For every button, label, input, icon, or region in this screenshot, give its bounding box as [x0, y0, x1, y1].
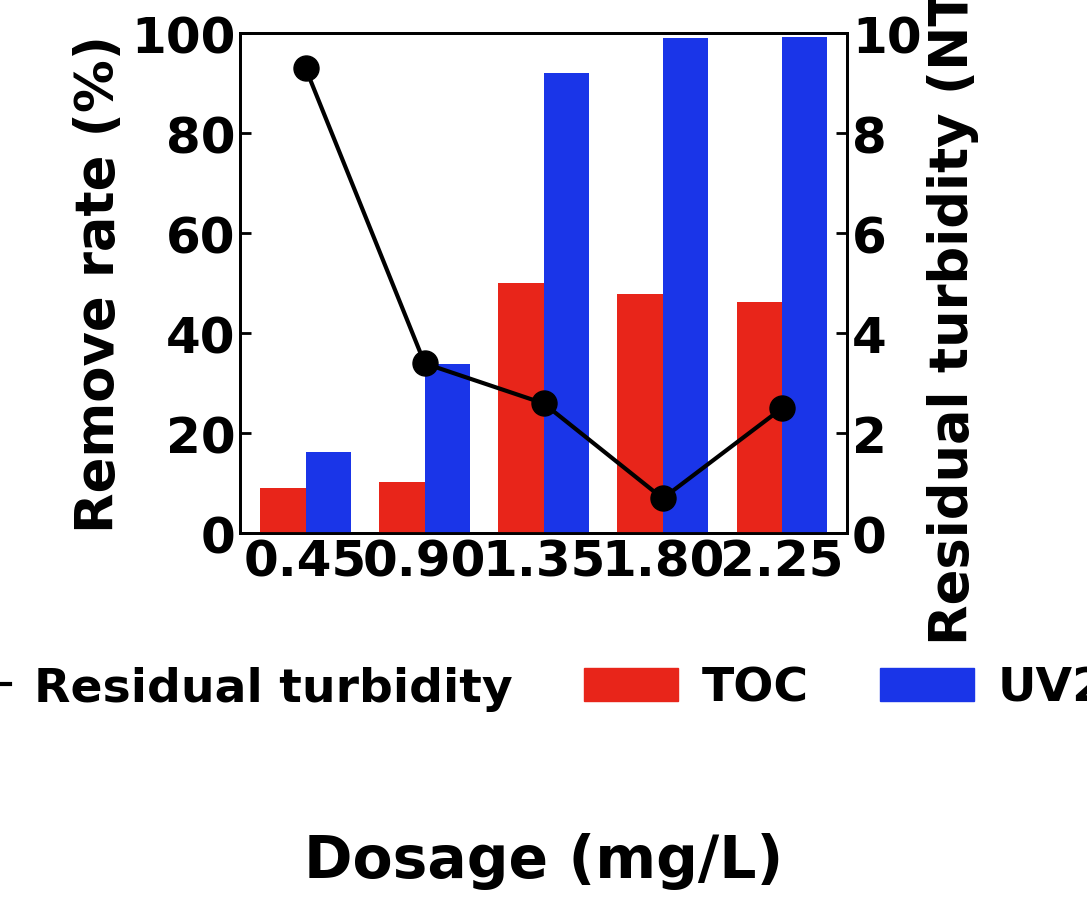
Bar	[425, 365, 470, 534]
Bar	[617, 295, 662, 534]
Bar	[782, 38, 827, 534]
Y-axis label: Remove rate (%): Remove rate (%)	[73, 35, 125, 533]
Bar	[260, 489, 305, 534]
Text: Dosage (mg/L): Dosage (mg/L)	[304, 833, 783, 890]
Bar	[379, 483, 425, 534]
Bar	[736, 303, 782, 534]
Bar	[662, 39, 708, 534]
Bar	[305, 453, 351, 534]
Y-axis label: Residual turbidity (NTU): Residual turbidity (NTU)	[927, 0, 979, 645]
Bar	[498, 284, 544, 534]
Legend: Residual turbidity, TOC, UV254: Residual turbidity, TOC, UV254	[0, 647, 1087, 730]
Bar	[544, 74, 589, 534]
